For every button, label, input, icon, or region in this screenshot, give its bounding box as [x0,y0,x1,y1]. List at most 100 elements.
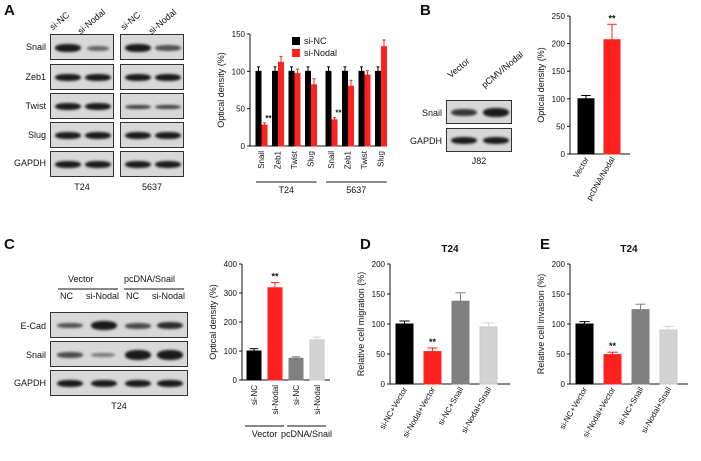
bar [577,98,595,155]
blot-a-t24-slug [50,122,114,148]
group-brackets-c [58,288,184,290]
bar [331,119,338,147]
y-tick-label: 100 [232,67,246,76]
y-tick-label: 150 [232,30,246,39]
bar [305,70,311,147]
bar [325,70,332,147]
lane-label-si-nc-t24: si-NC [47,9,72,32]
bar [294,73,301,147]
bar [261,124,268,147]
blot-a-5637-slug [120,122,184,148]
protein-label-gapdh-b: GAPDH [409,136,442,146]
blot-b-gapdh [446,128,512,152]
bar [631,309,650,385]
bar [272,70,278,147]
x-tick-label: si-Nodal [271,385,280,415]
blot-c-e-cad [50,312,188,338]
panel-letter-b: B [420,2,431,19]
x-tick-label: si-NC [250,385,259,405]
significance-marker: ** [271,272,279,282]
bar [381,46,387,147]
x-tick-label: si-Nodal [313,385,322,415]
chart-title: T24 [620,244,638,255]
blot-a-t24-zeb1 [50,64,114,90]
cell-line-label-5637: 5637 [141,182,163,192]
panel-letter-a: A [4,2,15,19]
lane-label-si-nc-5637: si-NC [118,9,143,32]
y-tick-label: 200 [552,40,566,49]
y-tick-label: 0 [381,380,386,389]
x-tick-label: pcDNA/Nodal [585,155,617,202]
significance-marker: ** [608,13,616,23]
bar [364,74,371,147]
bar [479,326,498,385]
bar [603,354,622,385]
blot-b-snail [446,100,512,124]
x-tick-label: si-NC [292,385,301,405]
bar [309,339,325,381]
y-tick-label: 0 [561,380,566,389]
lane-label-nc-1: NC [60,291,73,301]
x-tick-label: Slug [377,151,386,167]
significance-marker: ** [429,337,437,347]
bar [358,70,365,147]
y-tick-label: 100 [372,320,386,329]
legend-label: si-Nodal [304,48,337,58]
protein-label-zeb1: Zeb1 [25,72,46,82]
chart-title: T24 [441,244,459,255]
cell-line-label-t24: T24 [74,182,90,192]
group-label: T24 [278,185,294,195]
x-tick-label: si-NC+Vector [378,385,410,431]
x-tick-label: Twist [360,150,369,169]
protein-label-twist: Twist [25,101,46,111]
bar [267,287,283,381]
blot-c-snail [50,341,188,367]
protein-label-snail: Snail [25,42,46,52]
protein-label-snail-b: Snail [421,108,442,118]
group-label: Vector [252,429,278,439]
blot-c-gapdh [50,370,188,396]
cell-line-label-j82: J82 [471,156,487,166]
y-tick-label: 200 [372,260,386,269]
blot-a-5637-gapdh [120,151,184,177]
blot-a-t24-twist [50,93,114,119]
x-tick-label: Snail [257,151,266,169]
y-tick-label: 100 [224,347,238,356]
bar [348,85,354,147]
group-label: 5637 [346,185,366,195]
y-tick-label: 0 [561,150,566,159]
lane-label-pcmv-nodal: pCMV/Nodal [479,49,526,90]
chart-d: 0 50 100 150 200 Relative cell migration (%) T… [356,244,510,439]
y-tick-label: 0 [241,142,246,151]
chart-e: 0 50 100 150 200 Relative cell invasion (%) T2… [536,244,688,439]
panel-letter-e: E [540,236,551,253]
protein-label-e-cad: E-Cad [20,321,46,331]
y-tick-label: 50 [236,105,245,114]
legend-swatch [292,37,300,45]
y-tick-label: 50 [556,350,565,359]
protein-label-slug: Slug [27,130,46,140]
lane-label-si-nodal-t24: si-Nodal [75,7,108,36]
y-tick-label: 100 [552,95,566,104]
y-tick-label: 150 [552,67,566,76]
chart-a: 0 50 100 150 Optical density (%) Snail Zeb1 Twi… [216,30,387,195]
y-tick-label: 250 [552,12,566,21]
y-axis-label: Optical density (%) [208,284,218,360]
x-tick-label: si-NC+Snail [616,385,645,426]
y-tick-label: 150 [372,290,386,299]
group-label: pcDNA/Snail [281,429,332,439]
bar [395,323,414,385]
lane-label-si-nodal-5637: si-Nodal [146,7,179,36]
bar [423,351,442,385]
bar [311,84,317,147]
chart-b: 0 50 100 150 200 250 Optical density (%) Vector… [536,12,630,202]
bar [288,70,295,147]
chart-c: 0 100 200 300 400 Optical density (%) si-NC si-… [208,260,332,439]
blot-a-t24-gapdh [50,151,114,177]
y-tick-label: 400 [224,260,238,269]
legend-label: si-NC [304,36,327,46]
y-axis-label: Relative cell migration (%) [356,272,366,377]
bar [255,70,262,147]
x-tick-label: Snail [327,151,336,169]
x-tick-label: si-Nodal+Snail [640,385,674,435]
